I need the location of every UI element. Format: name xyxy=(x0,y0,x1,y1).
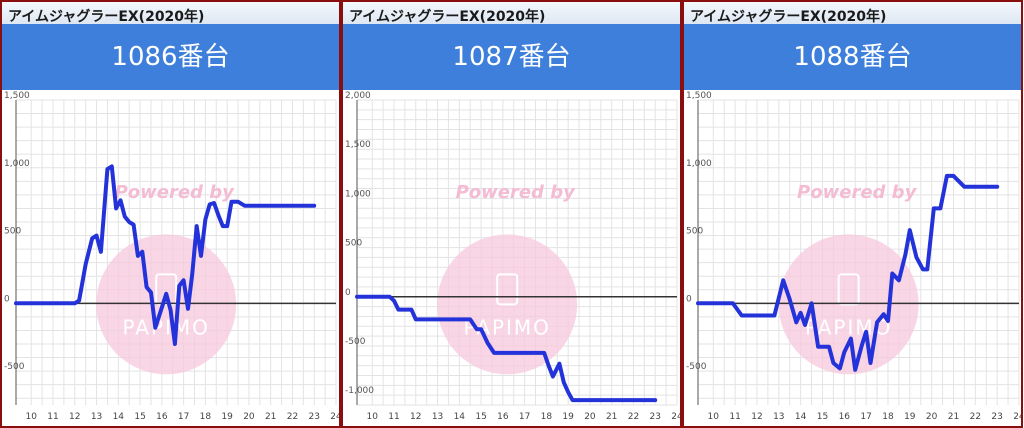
x-tick-label: 10 xyxy=(367,412,379,422)
y-tick-label: 2,000 xyxy=(345,91,371,101)
machine-number-header: 1087番台 xyxy=(343,24,680,90)
x-tick-label: 12 xyxy=(410,412,421,422)
series-line xyxy=(355,294,658,403)
watermark-text: Powered by xyxy=(797,182,918,203)
x-tick-label: 22 xyxy=(287,412,298,422)
x-tick-label: 15 xyxy=(817,412,828,422)
x-tick-label: 23 xyxy=(309,412,320,422)
x-tick-label: 11 xyxy=(729,412,740,422)
y-tick-label: -1,000 xyxy=(345,386,374,396)
x-tick-label: 17 xyxy=(860,412,871,422)
y-tick-label: 500 xyxy=(4,227,21,237)
x-tick-label: 24 xyxy=(1013,412,1022,422)
machine-number-header: 1086番台 xyxy=(2,24,339,90)
x-tick-label: 22 xyxy=(628,412,639,422)
watermark-text: Powered by xyxy=(115,182,236,203)
x-tick-label: 12 xyxy=(69,412,80,422)
watermark-device-icon xyxy=(837,273,860,306)
watermark-text: Powered by xyxy=(456,182,577,203)
x-tick-label: 20 xyxy=(926,412,938,422)
x-tick-label: 16 xyxy=(156,412,168,422)
x-tick-label: 15 xyxy=(134,412,145,422)
panel-title: アイムジャグラーEX(2020年) xyxy=(684,2,1021,24)
x-tick-label: 11 xyxy=(388,412,399,422)
x-tick-label: 19 xyxy=(221,412,233,422)
y-tick-label: 1,500 xyxy=(686,91,712,101)
y-tick-label: 0 xyxy=(686,294,692,304)
series-line xyxy=(14,164,317,346)
x-tick-label: 14 xyxy=(454,412,466,422)
y-tick-label: -500 xyxy=(4,362,25,372)
chart-1086: Powered by PAPIMO -500 0 500 1,000 1,500 10 11 12… xyxy=(4,91,339,422)
y-tick-label: 0 xyxy=(345,288,351,298)
x-tick-label: 16 xyxy=(497,412,509,422)
x-tick-label: 14 xyxy=(113,412,125,422)
x-tick-label: 21 xyxy=(948,412,959,422)
panel-title: アイムジャグラーEX(2020年) xyxy=(2,2,339,24)
x-tick-label: 19 xyxy=(562,412,574,422)
watermark-device-icon xyxy=(155,273,178,306)
x-tick-label: 23 xyxy=(991,412,1002,422)
x-tick-label: 13 xyxy=(773,412,784,422)
x-tick-label: 20 xyxy=(584,412,596,422)
y-tick-label: 1,500 xyxy=(4,91,30,101)
x-tick-label: 10 xyxy=(26,412,38,422)
x-tick-label: 19 xyxy=(904,412,916,422)
x-tick-label: 10 xyxy=(708,412,720,422)
x-tick-label: 17 xyxy=(178,412,189,422)
y-tick-label: 1,500 xyxy=(345,140,371,150)
y-tick-label: -500 xyxy=(345,337,366,347)
x-tick-label: 16 xyxy=(839,412,851,422)
y-tick-label: 500 xyxy=(686,227,703,237)
watermark-device-icon xyxy=(496,273,519,306)
x-tick-label: 24 xyxy=(671,412,680,422)
machine-panel-1087: アイムジャグラーEX(2020年) 1087番台 Powered by PAPIM… xyxy=(341,0,682,428)
y-tick-label: 1,000 xyxy=(686,159,712,169)
x-tick-label: 12 xyxy=(751,412,762,422)
y-tick-label: 500 xyxy=(345,239,362,249)
machine-number-header: 1088番台 xyxy=(684,24,1021,90)
y-tick-label: -500 xyxy=(686,362,707,372)
x-tick-label: 21 xyxy=(606,412,617,422)
x-tick-label: 18 xyxy=(200,412,212,422)
x-tick-label: 20 xyxy=(243,412,255,422)
y-tick-label: 1,000 xyxy=(4,159,30,169)
machine-panel-1088: アイムジャグラーEX(2020年) 1088番台 Powered by PAPIM… xyxy=(682,0,1023,428)
series-line xyxy=(696,173,1000,372)
y-tick-label: 1,000 xyxy=(345,189,371,199)
x-tick-label: 14 xyxy=(795,412,807,422)
x-tick-label: 24 xyxy=(330,412,339,422)
chart-1087: Powered byPAPIMO-1,000-50005001,0001,500… xyxy=(345,91,680,422)
x-tick-label: 13 xyxy=(91,412,102,422)
x-tick-label: 21 xyxy=(265,412,276,422)
x-tick-label: 18 xyxy=(882,412,894,422)
y-tick-label: 0 xyxy=(4,294,10,304)
machine-panel-1086: アイムジャグラーEX(2020年) 1086番台 Powered by PAPIM… xyxy=(0,0,341,428)
panel-title: アイムジャグラーEX(2020年) xyxy=(343,2,680,24)
watermark-logo: PAPIMO xyxy=(122,315,209,339)
x-tick-label: 17 xyxy=(519,412,530,422)
x-tick-label: 23 xyxy=(650,412,661,422)
x-tick-label: 13 xyxy=(432,412,443,422)
x-tick-label: 18 xyxy=(541,412,553,422)
x-tick-label: 11 xyxy=(47,412,58,422)
x-tick-label: 15 xyxy=(475,412,486,422)
x-tick-label: 22 xyxy=(970,412,981,422)
